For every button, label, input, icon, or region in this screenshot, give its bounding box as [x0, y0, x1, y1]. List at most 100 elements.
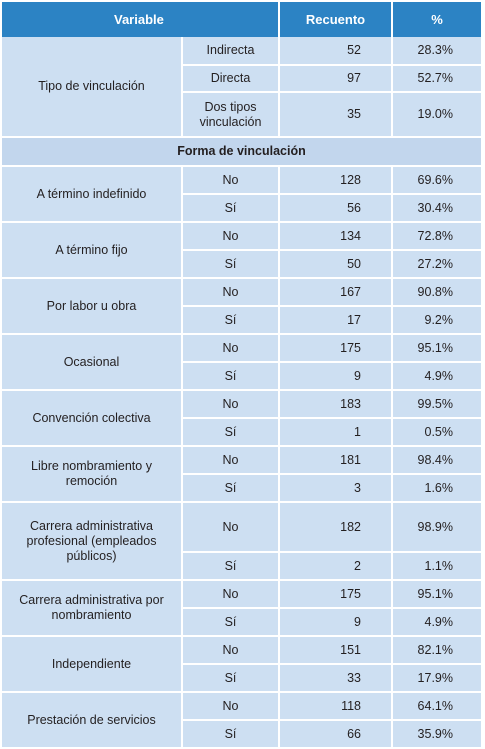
table-row: Sí 17 9.2% — [2, 307, 481, 335]
percent-cell: 1.6% — [393, 475, 481, 503]
table-row: Carrera administrativa por nombramiento N… — [2, 581, 481, 637]
count-cell: 183 — [280, 391, 393, 419]
option-label: No — [183, 637, 280, 665]
table-row: Libre nombramiento y remoción No 181 98.4% — [2, 447, 481, 503]
option-label: No — [183, 447, 280, 475]
option-label: Sí — [183, 195, 280, 223]
count-cell: 128 — [280, 167, 393, 195]
percent-cell: 99.5% — [393, 391, 481, 419]
option-label: No — [183, 223, 280, 251]
table-row: Convención colectiva No 183 99.5% — [2, 391, 481, 447]
count-cell: 118 — [280, 693, 393, 721]
count-cell: 167 — [280, 279, 393, 307]
section-title: Forma de vinculación — [2, 138, 481, 167]
section-row: Forma de vinculación — [2, 138, 481, 167]
count-cell: 17 — [280, 307, 393, 335]
variable-label: Ocasional — [2, 335, 183, 391]
table-row: Ocasional No 175 95.1% — [2, 335, 481, 391]
percent-cell: 28.3% — [393, 37, 481, 66]
percent-cell: 9.2% — [393, 307, 481, 335]
option-label: Dos tipos vinculación — [183, 93, 280, 138]
header-pct: % — [393, 2, 481, 37]
option-label: No — [183, 503, 280, 553]
variable-label: A término indefinido — [2, 167, 183, 223]
option-label: No — [183, 581, 280, 609]
option-label: Sí — [183, 721, 280, 749]
option-label: Sí — [183, 419, 280, 447]
table-row: Por labor u obra No 167 90.8% — [2, 279, 481, 335]
table-row: Sí 50 27.2% — [2, 251, 481, 279]
percent-cell: 35.9% — [393, 721, 481, 749]
variable-label: Libre nombramiento y remoción — [2, 447, 183, 503]
count-cell: 151 — [280, 637, 393, 665]
count-cell: 66 — [280, 721, 393, 749]
table-row: A término indefinido No 128 69.6% — [2, 167, 481, 223]
option-label: No — [183, 335, 280, 363]
option-label: No — [183, 167, 280, 195]
variable-label: Carrera administrativa profesional (empl… — [2, 503, 183, 581]
header-recuento: Recuento — [280, 2, 393, 37]
table-row: Tipo de vinculación Indirecta 52 28.3% — [2, 37, 481, 138]
table-row: Dos tipos vinculación 35 19.0% — [2, 93, 481, 138]
percent-cell: 82.1% — [393, 637, 481, 665]
table-row: Directa 97 52.7% — [2, 66, 481, 93]
option-label: Sí — [183, 553, 280, 581]
option-label: No — [183, 279, 280, 307]
percent-cell: 98.9% — [393, 503, 481, 553]
count-cell: 175 — [280, 335, 393, 363]
count-cell: 35 — [280, 93, 393, 138]
table-row: Sí 56 30.4% — [2, 195, 481, 223]
option-label: Sí — [183, 251, 280, 279]
count-cell: 9 — [280, 363, 393, 391]
percent-cell: 27.2% — [393, 251, 481, 279]
percent-cell: 4.9% — [393, 363, 481, 391]
count-cell: 52 — [280, 37, 393, 66]
percent-cell: 4.9% — [393, 609, 481, 637]
count-cell: 175 — [280, 581, 393, 609]
option-label: No — [183, 693, 280, 721]
option-label: Sí — [183, 475, 280, 503]
percent-cell: 95.1% — [393, 335, 481, 363]
option-label: Sí — [183, 609, 280, 637]
option-label: No — [183, 391, 280, 419]
percent-cell: 69.6% — [393, 167, 481, 195]
table-row: Sí 9 4.9% — [2, 363, 481, 391]
variable-label: Prestación de servicios — [2, 693, 183, 749]
percent-cell: 19.0% — [393, 93, 481, 138]
variable-label: Tipo de vinculación — [2, 37, 183, 138]
table-row: Sí 1 0.5% — [2, 419, 481, 447]
count-cell: 3 — [280, 475, 393, 503]
variable-label: Carrera administrativa por nombramiento — [2, 581, 183, 637]
count-cell: 9 — [280, 609, 393, 637]
variable-label: Por labor u obra — [2, 279, 183, 335]
percent-cell: 52.7% — [393, 66, 481, 93]
percent-cell: 17.9% — [393, 665, 481, 693]
count-cell: 1 — [280, 419, 393, 447]
header-row: Variable Recuento % — [2, 2, 481, 37]
count-cell: 56 — [280, 195, 393, 223]
table-row: Sí 3 1.6% — [2, 475, 481, 503]
count-cell: 50 — [280, 251, 393, 279]
table-row: Carrera administrativa profesional (empl… — [2, 503, 481, 581]
percent-cell: 0.5% — [393, 419, 481, 447]
option-label: Sí — [183, 363, 280, 391]
variable-label: A término fijo — [2, 223, 183, 279]
table-row: Sí 9 4.9% — [2, 609, 481, 637]
percent-cell: 98.4% — [393, 447, 481, 475]
header-variable: Variable — [2, 2, 280, 37]
percent-cell: 90.8% — [393, 279, 481, 307]
count-cell: 2 — [280, 553, 393, 581]
variable-label: Independiente — [2, 637, 183, 693]
count-cell: 97 — [280, 66, 393, 93]
percent-cell: 95.1% — [393, 581, 481, 609]
percent-cell: 64.1% — [393, 693, 481, 721]
percent-cell: 72.8% — [393, 223, 481, 251]
count-cell: 134 — [280, 223, 393, 251]
table-row: Sí 33 17.9% — [2, 665, 481, 693]
table-row: A término fijo No 134 72.8% — [2, 223, 481, 279]
option-label: Directa — [183, 66, 280, 93]
percent-cell: 30.4% — [393, 195, 481, 223]
option-label: Sí — [183, 665, 280, 693]
